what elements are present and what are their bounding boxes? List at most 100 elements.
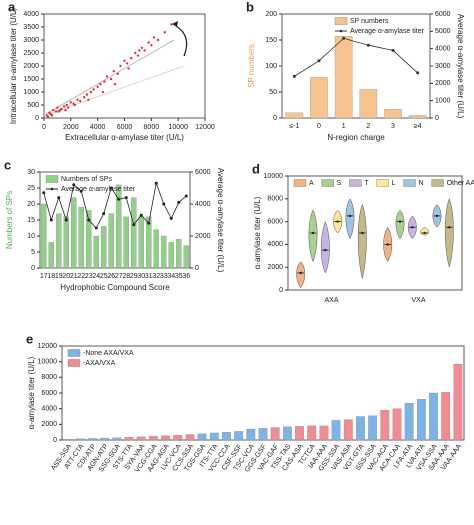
- line-point: [94, 226, 98, 230]
- point: [83, 96, 86, 99]
- point: [85, 93, 89, 96]
- y-tick-label: 25: [27, 185, 35, 192]
- x-tick-label: 32: [152, 273, 160, 280]
- bar: [222, 432, 231, 441]
- line-point: [292, 74, 296, 78]
- plot-frame: [61, 345, 465, 441]
- bar: [100, 437, 110, 441]
- line-point: [102, 212, 106, 216]
- bar: [78, 207, 85, 269]
- point: [152, 36, 156, 39]
- plot-frame: [39, 171, 191, 269]
- x-tick-label: 22: [77, 273, 85, 280]
- point: [54, 110, 58, 113]
- point: [163, 31, 166, 34]
- y-tick-label: 12000: [38, 343, 58, 350]
- bar: [197, 433, 207, 441]
- bar: [63, 216, 70, 269]
- x-axis-label: N-region charge: [327, 133, 385, 142]
- y-tick-label: 0: [53, 437, 57, 444]
- y-tick-label: 200: [265, 11, 277, 18]
- point: [69, 101, 73, 104]
- bar: [183, 245, 190, 269]
- point: [87, 98, 90, 102]
- bar: [258, 428, 268, 441]
- point: [46, 115, 50, 118]
- x-tick-label: 12000: [195, 124, 215, 131]
- x-tick-label: 2000: [63, 124, 79, 131]
- violin-body: [444, 198, 454, 269]
- point: [170, 23, 173, 26]
- point: [50, 114, 54, 117]
- x-tick-label: ≤-1: [289, 123, 299, 130]
- y-tick-label: 8000: [267, 196, 283, 203]
- line: [294, 37, 418, 77]
- y-axis-label: α-amylase titer (U/L): [27, 356, 36, 429]
- violin-mean: [398, 220, 402, 223]
- y-tick-label: 2500: [23, 50, 39, 57]
- point: [136, 54, 140, 57]
- point: [147, 41, 150, 44]
- violin-mean: [448, 226, 451, 229]
- legend-label: S: [337, 180, 342, 187]
- y-tick-label: 8000: [41, 374, 57, 381]
- bar: [310, 77, 328, 119]
- y-tick-label: 0: [31, 265, 35, 272]
- violin-mean: [411, 226, 414, 229]
- legend-label: -AXA/VXA: [83, 360, 116, 367]
- arrow: [175, 25, 188, 57]
- line-point: [416, 71, 420, 75]
- point: [101, 90, 105, 94]
- x-tick-label: 8000: [144, 124, 160, 131]
- violin-mean: [299, 271, 302, 275]
- y-tick-label: 10000: [264, 173, 284, 180]
- line-point: [72, 183, 76, 187]
- y2-tick-label: 4000: [195, 201, 211, 208]
- x-tick-label: 3: [391, 123, 395, 130]
- line-point: [317, 59, 321, 63]
- y2-tick-label: 6000: [435, 11, 451, 18]
- y-tick-label: 500: [27, 102, 39, 109]
- x-tick-label: 34: [167, 273, 175, 280]
- y-tick-label: 1500: [23, 76, 39, 83]
- plot-frame: [287, 175, 463, 291]
- legend-swatch: [334, 17, 348, 25]
- bar: [93, 235, 100, 269]
- line-point: [169, 216, 173, 220]
- line-point: [42, 191, 46, 195]
- bar: [234, 431, 244, 441]
- bar: [48, 242, 55, 269]
- panel-label: a: [8, 0, 16, 14]
- bar: [124, 437, 134, 441]
- line-point: [109, 186, 113, 190]
- point: [105, 75, 109, 78]
- bar: [160, 235, 167, 269]
- x-tick-label: 2: [366, 123, 370, 130]
- y-tick-label: 150: [265, 37, 277, 44]
- line-point: [132, 223, 136, 227]
- point: [113, 83, 117, 86]
- legend-swatch: [45, 175, 59, 183]
- y-tick-label: 20: [27, 201, 35, 208]
- point: [76, 98, 79, 102]
- bar: [380, 410, 390, 441]
- line-point: [124, 196, 128, 200]
- y-tick-label: 2000: [41, 421, 57, 428]
- y-tick-label: 0: [273, 115, 277, 122]
- line-point: [87, 218, 91, 222]
- bar: [343, 419, 353, 441]
- y2-tick-label: 0: [195, 265, 199, 272]
- point: [60, 107, 63, 111]
- x-tick-label: 33: [160, 273, 168, 280]
- bar: [307, 425, 317, 441]
- point: [92, 88, 95, 91]
- bar: [161, 435, 170, 441]
- bar: [270, 427, 280, 441]
- line-point: [117, 197, 121, 201]
- point: [56, 106, 59, 109]
- point: [138, 49, 141, 52]
- line-point: [177, 200, 181, 204]
- bar: [108, 213, 115, 269]
- point: [112, 70, 115, 73]
